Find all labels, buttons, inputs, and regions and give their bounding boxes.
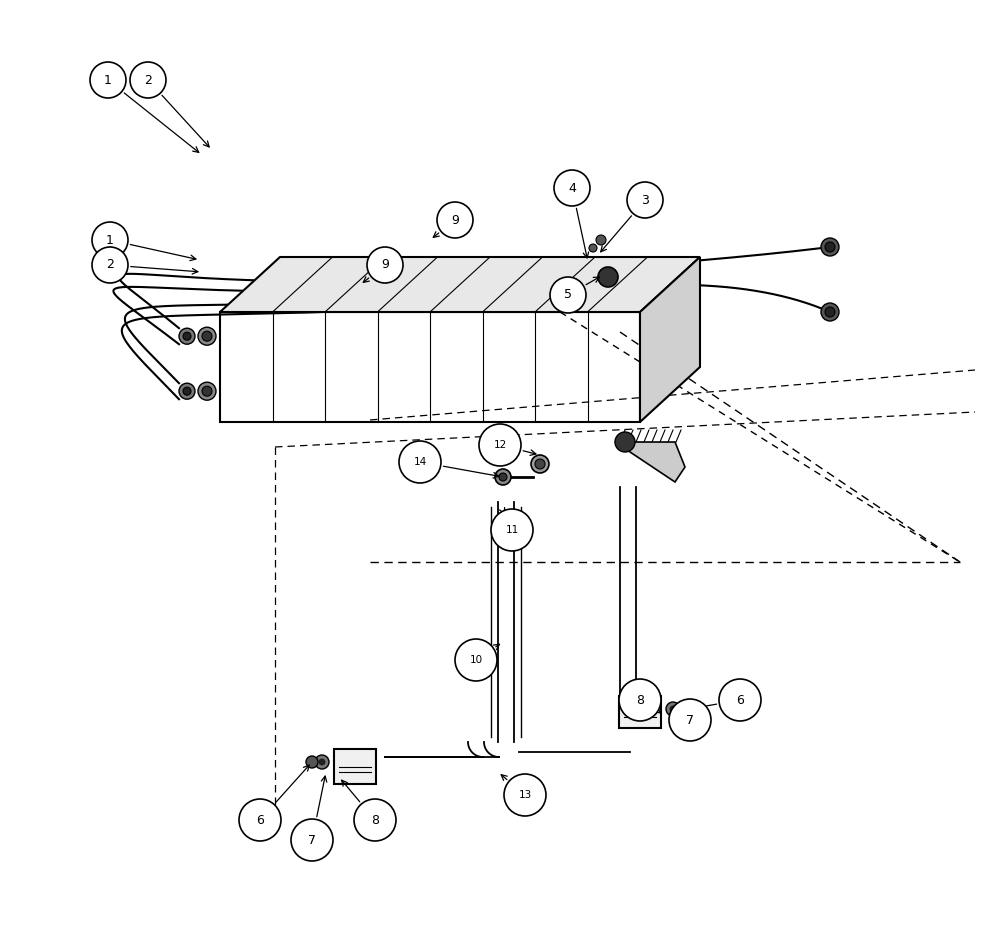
- Circle shape: [198, 382, 216, 400]
- Circle shape: [669, 699, 711, 741]
- Circle shape: [179, 328, 195, 345]
- Text: 9: 9: [451, 213, 459, 227]
- Circle shape: [677, 703, 689, 715]
- Circle shape: [491, 509, 533, 551]
- Circle shape: [535, 459, 545, 469]
- Circle shape: [821, 238, 839, 256]
- Circle shape: [825, 307, 835, 317]
- Circle shape: [499, 473, 507, 481]
- Text: 10: 10: [469, 655, 483, 665]
- Text: 6: 6: [256, 814, 264, 826]
- Circle shape: [825, 242, 835, 252]
- Circle shape: [354, 799, 396, 841]
- Circle shape: [589, 244, 597, 252]
- Circle shape: [306, 756, 318, 768]
- Polygon shape: [220, 257, 700, 312]
- Text: 2: 2: [106, 259, 114, 271]
- Circle shape: [183, 332, 191, 340]
- Circle shape: [719, 679, 761, 721]
- Text: 7: 7: [686, 713, 694, 726]
- Circle shape: [179, 384, 195, 399]
- Circle shape: [202, 387, 212, 396]
- Bar: [619, 696, 661, 728]
- Circle shape: [550, 277, 586, 313]
- Circle shape: [821, 303, 839, 321]
- Bar: [220, 312, 640, 422]
- Circle shape: [437, 202, 473, 238]
- Text: 12: 12: [493, 440, 507, 450]
- Text: 1: 1: [106, 233, 114, 247]
- Circle shape: [198, 327, 216, 346]
- Circle shape: [619, 679, 661, 721]
- Circle shape: [670, 705, 676, 712]
- Circle shape: [130, 62, 166, 98]
- Text: 5: 5: [564, 288, 572, 302]
- Circle shape: [92, 222, 128, 258]
- Circle shape: [455, 639, 497, 681]
- Circle shape: [504, 774, 546, 816]
- Circle shape: [291, 819, 333, 861]
- Circle shape: [90, 62, 126, 98]
- Circle shape: [399, 441, 441, 483]
- Text: 8: 8: [636, 693, 644, 706]
- Text: 1: 1: [104, 73, 112, 87]
- Circle shape: [598, 267, 618, 287]
- Circle shape: [498, 515, 512, 529]
- Text: 11: 11: [505, 525, 519, 535]
- Circle shape: [315, 755, 329, 769]
- Polygon shape: [615, 442, 685, 482]
- Text: 14: 14: [413, 457, 427, 467]
- Circle shape: [479, 424, 521, 466]
- Circle shape: [615, 432, 635, 452]
- Text: 2: 2: [144, 73, 152, 87]
- Text: 3: 3: [641, 193, 649, 207]
- Text: 7: 7: [308, 834, 316, 846]
- Circle shape: [531, 455, 549, 473]
- Circle shape: [202, 331, 212, 341]
- Circle shape: [92, 247, 128, 283]
- Text: 9: 9: [381, 259, 389, 271]
- Circle shape: [596, 235, 606, 245]
- Circle shape: [627, 182, 663, 218]
- Text: 8: 8: [371, 814, 379, 826]
- Circle shape: [183, 387, 191, 395]
- Circle shape: [239, 799, 281, 841]
- Polygon shape: [640, 257, 700, 422]
- Text: 6: 6: [736, 693, 744, 706]
- Text: 4: 4: [568, 182, 576, 194]
- Bar: [334, 749, 376, 784]
- Circle shape: [554, 170, 590, 206]
- Circle shape: [367, 247, 403, 283]
- Circle shape: [318, 759, 326, 765]
- Circle shape: [666, 702, 680, 716]
- Text: 13: 13: [518, 790, 532, 800]
- Circle shape: [495, 469, 511, 485]
